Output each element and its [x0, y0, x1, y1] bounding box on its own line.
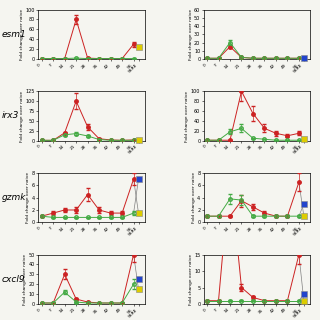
Y-axis label: Fold change over naive: Fold change over naive — [186, 91, 189, 141]
Text: esm1: esm1 — [2, 30, 26, 39]
Y-axis label: Fold change over naive: Fold change over naive — [23, 254, 27, 305]
Text: gzmk: gzmk — [2, 193, 26, 202]
Y-axis label: Fold change over naive: Fold change over naive — [188, 9, 193, 60]
Y-axis label: Fold change over naive: Fold change over naive — [192, 172, 196, 223]
Text: cxcl9: cxcl9 — [2, 275, 25, 284]
Y-axis label: Fold change over naive: Fold change over naive — [188, 254, 193, 305]
Text: irx3: irx3 — [2, 111, 19, 120]
Y-axis label: Fold change over naive: Fold change over naive — [20, 91, 24, 141]
Y-axis label: Fold change over naive: Fold change over naive — [27, 172, 30, 223]
Y-axis label: Fold change over naive: Fold change over naive — [20, 9, 24, 60]
